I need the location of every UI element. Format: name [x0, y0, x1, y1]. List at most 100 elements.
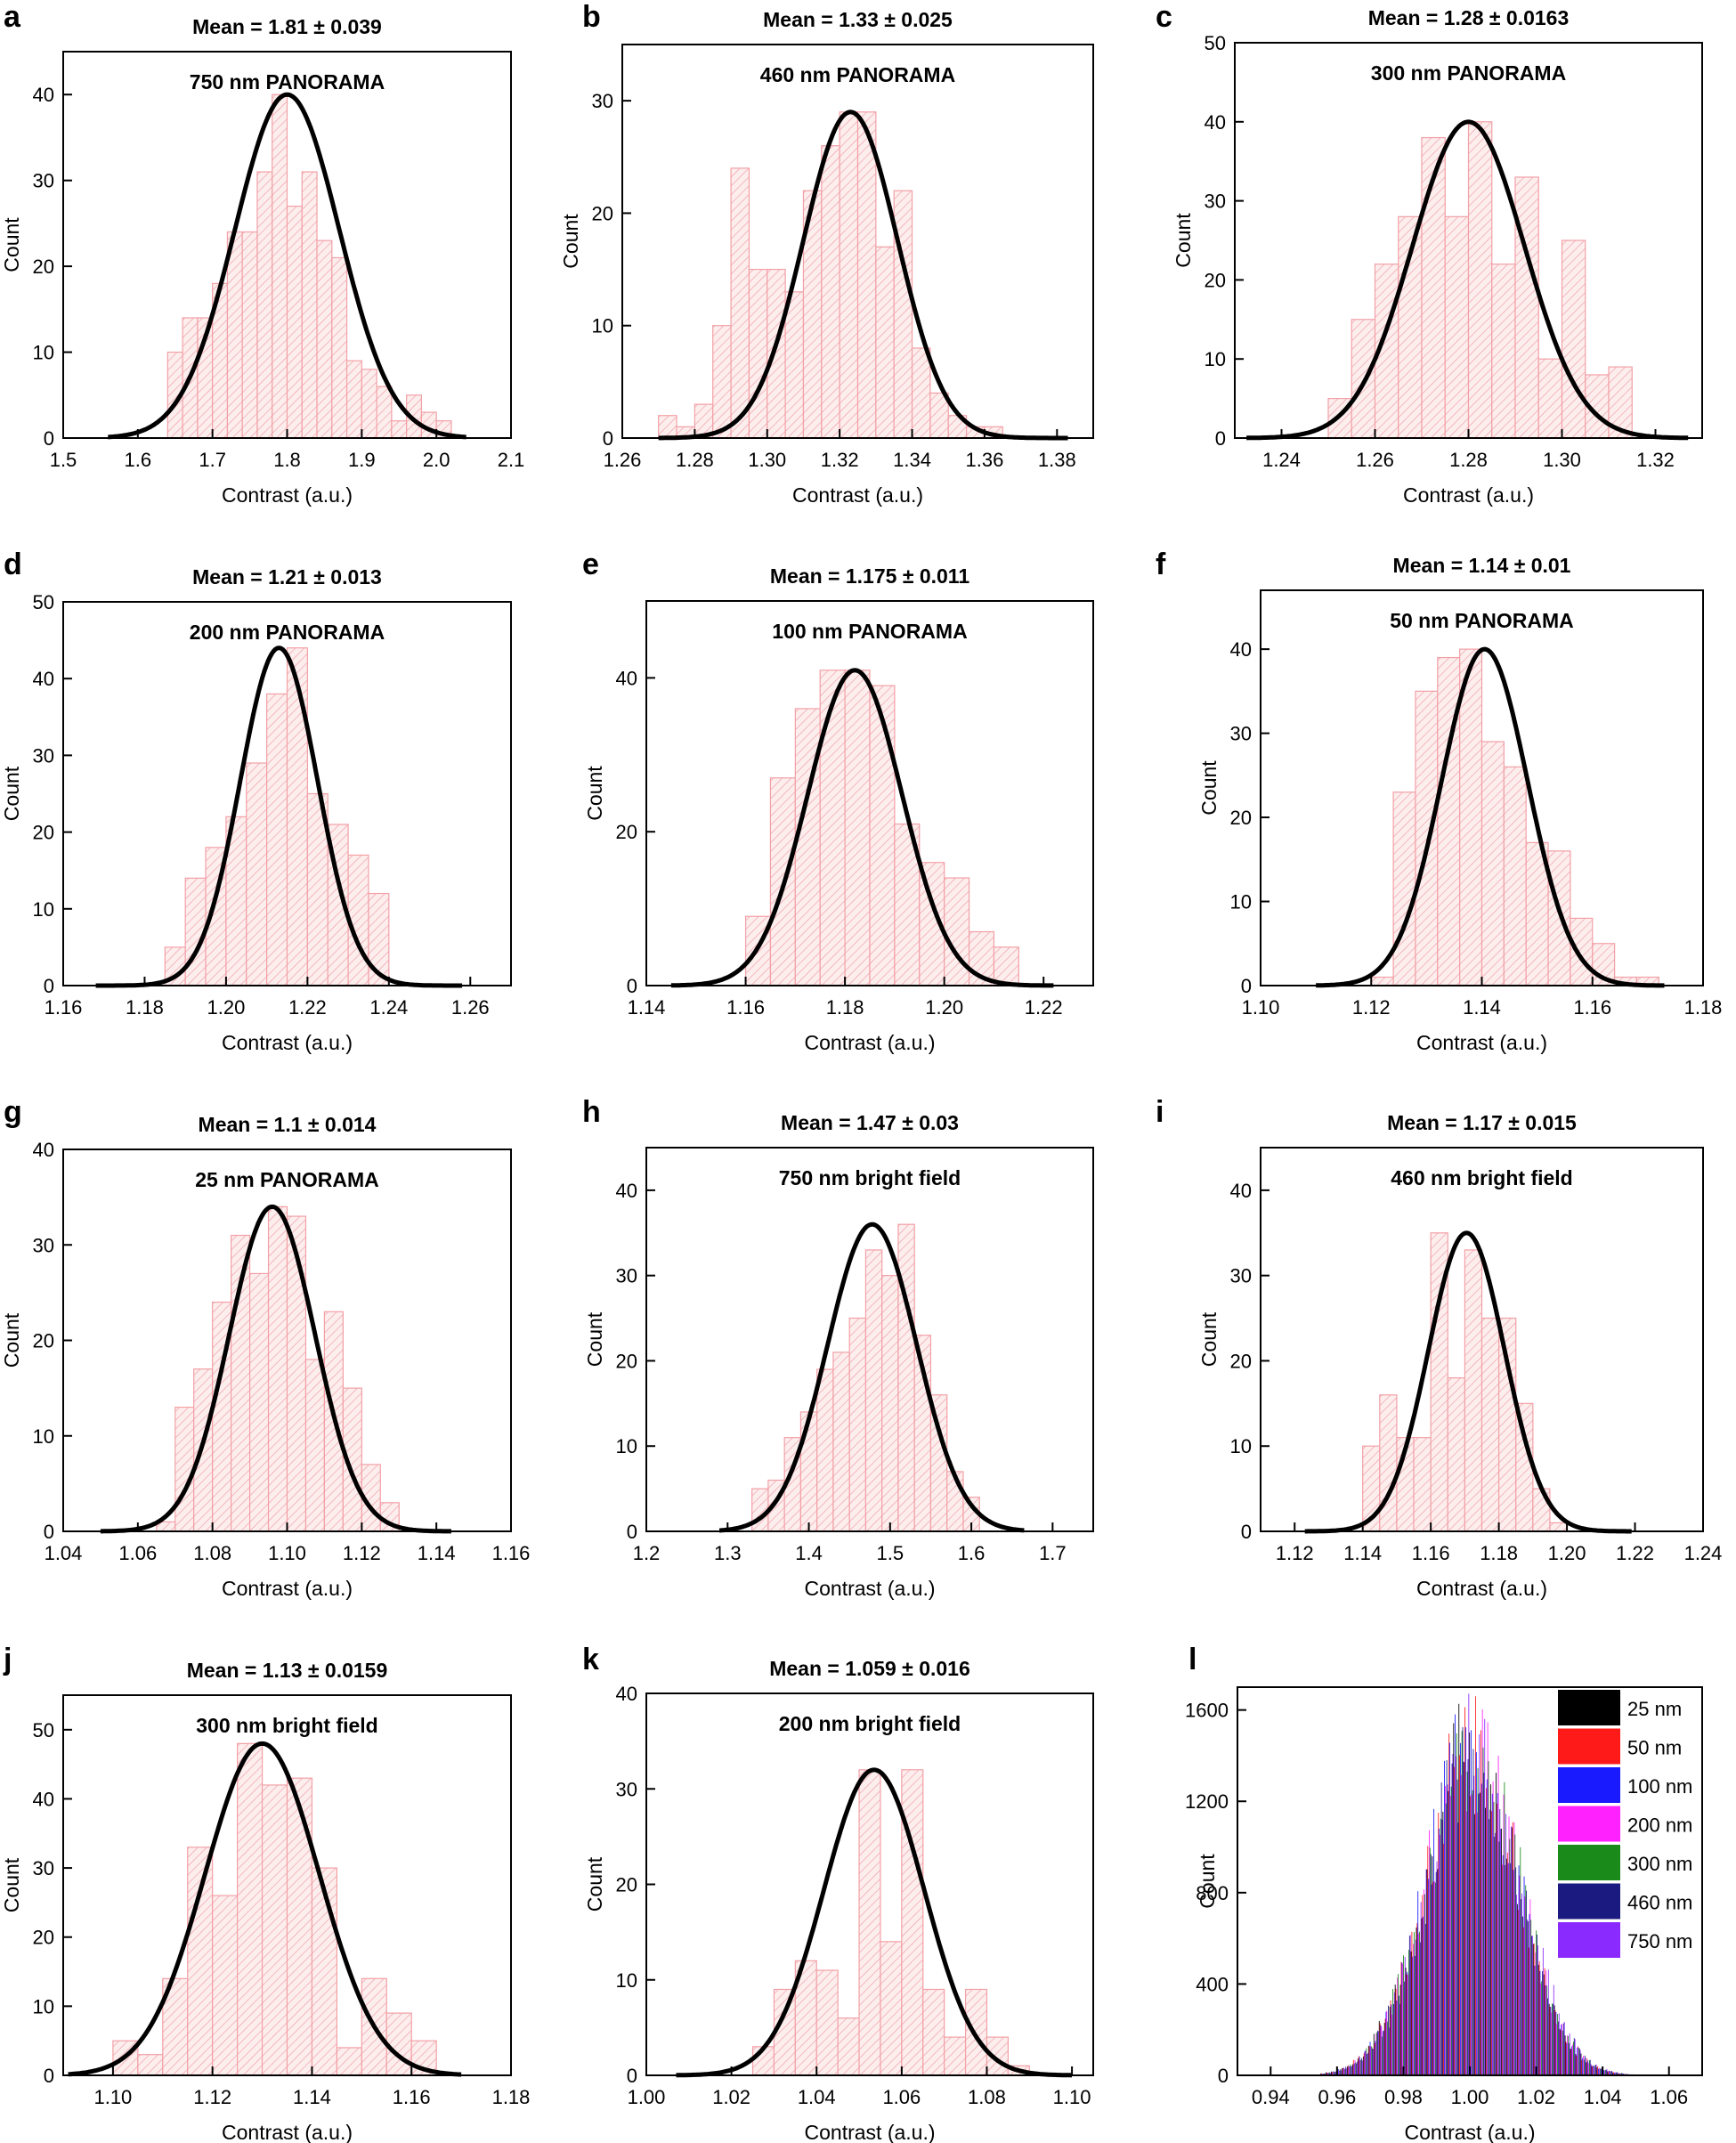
histogram-bar [1531, 1936, 1533, 2075]
histogram-bar [964, 1988, 988, 2076]
x-tick-label: 1.12 [343, 1542, 381, 1564]
gaussian-fit-curve [107, 92, 467, 440]
x-axis-label: Contrast (a.u.) [222, 1577, 353, 1600]
histogram-bar [844, 670, 871, 986]
histogram-bar [1506, 1858, 1507, 2075]
histogram-bar [1376, 2032, 1378, 2075]
histogram-bar [1403, 1981, 1405, 2075]
histogram-bar [1592, 2066, 1594, 2075]
histogram-bar [1426, 1869, 1428, 2075]
histogram-bar [1449, 1796, 1451, 2075]
panel-c: c 1.24 1.26 1.28 1.30 1.32 0 10 20 30 40 50 Contrast… [1156, 0, 1703, 507]
histogram-bar [1567, 2035, 1569, 2075]
y-axis-label: Count [1197, 1311, 1221, 1367]
histogram-bar [1508, 1816, 1510, 2075]
histogram-bar [1617, 2072, 1618, 2075]
histogram-bar [794, 708, 821, 986]
y-axis-label: Count [0, 1312, 23, 1368]
histogram-bar [1576, 2055, 1578, 2075]
histogram-bar [1504, 1782, 1505, 2075]
histogram-bar [1429, 1847, 1431, 2075]
histogram-bar [819, 670, 846, 986]
histogram-bar [1589, 2059, 1591, 2075]
histogram-bar [1547, 1969, 1549, 2075]
histogram-bar [1444, 1760, 1445, 2075]
histogram-bar [1527, 1919, 1528, 2075]
y-tick-label: 40 [33, 1139, 54, 1161]
histogram-bar [1518, 1865, 1520, 2075]
y-tick-label: 30 [616, 1778, 637, 1800]
histogram-bar [1527, 1920, 1529, 2075]
histogram-bar [1599, 2068, 1601, 2075]
histogram-bar [1581, 2059, 1583, 2075]
histogram-bar [241, 231, 258, 439]
plot-frame [62, 1694, 512, 2076]
x-axis-label: Contrast (a.u.) [805, 1577, 936, 1600]
histogram-bar [1391, 2014, 1393, 2075]
histogram-bar [1448, 1733, 1450, 2075]
histogram-bar [1441, 1820, 1443, 2075]
gaussian-fit-curve [1246, 119, 1689, 441]
histogram-bar [1445, 1803, 1447, 2075]
histogram-bar [1529, 1899, 1531, 2075]
histogram-bar [1400, 1961, 1402, 2075]
chart-title: Mean = 1.47 ± 0.03 [781, 1111, 959, 1134]
histogram-bar [385, 2012, 412, 2076]
histogram-bar [1368, 2046, 1370, 2075]
histogram-bar [1502, 1855, 1504, 2075]
histogram-bar [1337, 2069, 1339, 2075]
chart-subtitle: 25 nm PANORAMA [195, 1168, 379, 1191]
histogram-bar [767, 268, 786, 439]
x-tick-label: 1.18 [1480, 1542, 1518, 1564]
y-tick-label: 40 [1230, 638, 1252, 661]
histogram-bar [1412, 1956, 1414, 2075]
histogram-bar [821, 145, 840, 439]
histogram-bar [1363, 2053, 1365, 2075]
histogram-bar [1331, 2072, 1333, 2075]
histogram-bar [272, 93, 288, 439]
panel-label-g: g [4, 1095, 22, 1129]
x-tick-label: 1.6 [958, 1542, 986, 1564]
panel-j: j 1.10 1.12 1.14 1.16 1.18 0 10 20 30 40 50 Contrast… [0, 1643, 530, 2143]
panel-f: f 1.10 1.12 1.14 1.16 1.18 0 10 20 30 40 Contrast (… [1156, 548, 1722, 1054]
y-tick-label: 30 [1230, 1265, 1252, 1287]
y-tick-label: 30 [616, 1265, 637, 1287]
histogram-bar [1351, 319, 1376, 439]
y-axis-label: Count [559, 214, 582, 269]
histogram-bar [1328, 2072, 1330, 2075]
histogram-bar [1542, 1947, 1544, 2075]
panel-label-b: b [582, 0, 601, 34]
legend-label: 750 nm [1627, 1930, 1692, 1952]
y-tick-label: 400 [1196, 1973, 1229, 1995]
histogram-bar [1415, 690, 1439, 986]
chart-subtitle: 300 nm bright field [196, 1714, 377, 1737]
histogram-bar [1397, 1977, 1399, 2075]
histogram-bar [1514, 1834, 1516, 2075]
histogram-bar [1362, 2056, 1364, 2075]
histogram-bar [1388, 2027, 1390, 2075]
y-tick-label: 0 [603, 427, 613, 450]
histogram-bar [1341, 2070, 1343, 2075]
histogram-bar [1409, 1935, 1411, 2075]
histogram-bar [1329, 2072, 1331, 2075]
histogram-bar [1416, 1923, 1418, 2075]
x-axis-label: Contrast (a.u.) [222, 2121, 353, 2143]
histogram-bar [1473, 1775, 1475, 2075]
chart-title: Mean = 1.1 ± 0.014 [199, 1113, 377, 1136]
y-tick-label: 50 [33, 591, 54, 613]
histogram-bar [1486, 1779, 1488, 2075]
y-tick-label: 20 [616, 1874, 637, 1896]
histogram-bar [1425, 1869, 1427, 2075]
histogram-bar [1408, 1936, 1410, 2075]
histogram-bar [1335, 2072, 1337, 2075]
y-tick-label: 10 [616, 1969, 637, 1992]
histogram-bar [1326, 2073, 1328, 2075]
histogram-bar [1498, 1317, 1517, 1532]
histogram-bar [748, 268, 768, 439]
legend-swatch [1558, 1767, 1620, 1803]
histogram-bar [1538, 1960, 1540, 2075]
x-tick-label: 1.5 [50, 449, 77, 471]
x-tick-label: 1.00 [628, 2086, 666, 2108]
histogram-bar [1394, 1985, 1396, 2075]
histogram-bar [1614, 2072, 1616, 2075]
